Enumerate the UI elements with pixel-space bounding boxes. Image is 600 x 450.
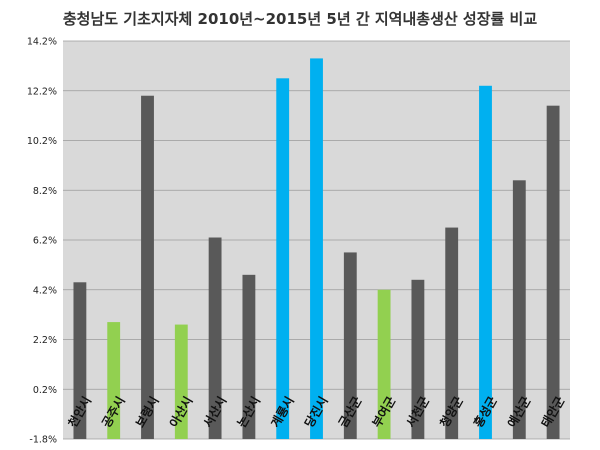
bar-9 bbox=[343, 252, 357, 439]
y-tick-label: 0.2% bbox=[33, 385, 57, 396]
bar-4 bbox=[174, 324, 188, 439]
y-tick-label: 6.2% bbox=[33, 236, 57, 247]
y-tick-label: 12.2% bbox=[27, 86, 57, 97]
bar-14 bbox=[512, 180, 526, 440]
bar-1 bbox=[73, 282, 87, 439]
y-tick-label: 2.2% bbox=[33, 335, 57, 346]
y-tick-label: 4.2% bbox=[33, 285, 57, 296]
bar-12 bbox=[445, 227, 459, 439]
bar-7 bbox=[276, 78, 290, 439]
y-tick-label: -1.8% bbox=[29, 435, 57, 446]
y-tick-label: 14.2% bbox=[27, 37, 57, 48]
y-tick-label: 8.2% bbox=[33, 186, 57, 197]
y-axis-ticks: 14.2% 12.2% 10.2% 8.2% 6.2% 4.2% 2.2% 0.2% -1.8% bbox=[27, 37, 57, 446]
bar-13 bbox=[479, 85, 492, 440]
bars bbox=[73, 58, 560, 440]
bar-11 bbox=[411, 279, 425, 439]
bar-15 bbox=[546, 105, 560, 440]
chart-title: 충청남도 기초지자체 2010년~2015년 5년 간 지역내총생산 성장률 비… bbox=[62, 10, 538, 28]
bar-8 bbox=[310, 58, 323, 439]
bar-2 bbox=[107, 322, 121, 439]
y-tick-label: 10.2% bbox=[27, 136, 57, 147]
bar-6 bbox=[242, 274, 256, 439]
bar-10 bbox=[377, 289, 391, 439]
bar-3 bbox=[141, 95, 154, 439]
bar-5 bbox=[208, 237, 222, 439]
